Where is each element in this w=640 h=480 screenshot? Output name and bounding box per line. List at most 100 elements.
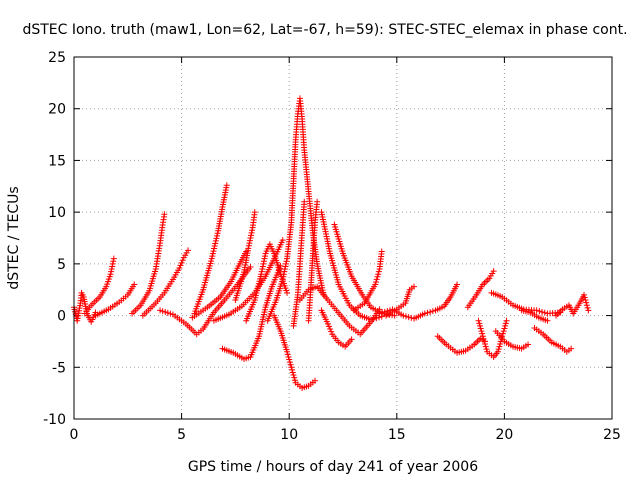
data-point: [376, 310, 383, 317]
data-point: [288, 364, 295, 371]
data-point: [290, 372, 297, 379]
data-point: [285, 353, 292, 360]
data-point: [281, 268, 288, 275]
data-point: [279, 237, 286, 244]
data-point: [480, 335, 487, 342]
y-tick-label: 0: [57, 309, 66, 325]
chart-title: dSTEC Iono. truth (maw1, Lon=62, Lat=-67…: [22, 22, 627, 38]
data-point: [291, 377, 298, 384]
x-axis-label: GPS time / hours of day 241 of year 2006: [188, 459, 478, 475]
data-point: [179, 257, 186, 264]
data-series: [264, 95, 327, 324]
y-tick-label: 20: [48, 102, 66, 118]
data-point: [109, 260, 116, 267]
data-point: [223, 182, 230, 189]
data-point: [379, 309, 386, 316]
data-point: [131, 281, 138, 288]
data-point: [110, 255, 117, 262]
data-points: [71, 95, 592, 391]
data-point: [494, 348, 501, 355]
data-point: [375, 268, 382, 275]
data-point: [502, 320, 509, 327]
data-point: [284, 351, 291, 358]
data-series: [157, 263, 254, 338]
data-point: [281, 266, 288, 273]
data-series: [290, 198, 308, 329]
data-point: [583, 302, 590, 309]
data-point: [261, 255, 268, 262]
data-point: [400, 312, 407, 319]
data-point: [585, 307, 592, 314]
x-tick-label: 15: [388, 427, 406, 443]
data-point: [312, 377, 319, 384]
data-point: [503, 317, 510, 324]
grid: [74, 57, 612, 419]
data-point: [283, 258, 290, 265]
y-tick-label: -5: [52, 360, 66, 376]
data-point: [108, 266, 115, 273]
data-point: [289, 369, 296, 376]
data-point: [479, 333, 486, 340]
data-point: [326, 323, 333, 330]
data-point: [367, 316, 374, 323]
data-point: [247, 263, 254, 270]
data-point: [421, 310, 428, 317]
data-point: [213, 235, 220, 242]
data-point: [583, 299, 590, 306]
data-point: [214, 232, 221, 239]
y-tick-label: 25: [48, 50, 66, 66]
data-point: [582, 297, 589, 304]
data-point: [378, 248, 385, 255]
data-point: [209, 253, 216, 260]
data-point: [584, 304, 591, 311]
data-point: [258, 268, 265, 275]
data-point: [502, 322, 509, 329]
data-point: [176, 264, 183, 271]
data-point: [483, 346, 490, 353]
y-tick-label: 5: [57, 257, 66, 273]
data-point: [477, 322, 484, 329]
data-point: [211, 242, 218, 249]
data-point: [499, 330, 506, 337]
data-point: [246, 237, 253, 244]
data-point: [348, 336, 355, 343]
data-series: [71, 289, 99, 325]
data-point: [372, 281, 379, 288]
plot-frame: [73, 56, 613, 420]
y-tick-label: -10: [43, 412, 66, 428]
data-point: [282, 260, 289, 267]
data-point: [109, 263, 116, 270]
data-series: [232, 209, 258, 304]
data-point: [212, 240, 219, 247]
data-point: [164, 309, 171, 316]
data-point: [424, 309, 431, 316]
data-point: [479, 330, 486, 337]
data-point: [246, 240, 253, 247]
data-series: [350, 248, 385, 314]
data-series: [383, 283, 418, 319]
data-point: [284, 348, 291, 355]
data-point: [301, 198, 308, 205]
data-point: [373, 276, 380, 283]
data-series: [189, 248, 250, 321]
data-point: [259, 266, 266, 273]
x-tick-label: 20: [495, 427, 513, 443]
data-point: [495, 346, 502, 353]
data-point: [544, 317, 551, 324]
data-point: [279, 276, 286, 283]
data-point: [214, 230, 221, 237]
x-tick-label: 25: [603, 427, 621, 443]
data-point: [208, 255, 215, 262]
data-point: [375, 271, 382, 278]
data-series: [81, 255, 117, 317]
data-point: [260, 260, 267, 267]
data-point: [429, 308, 436, 315]
data-series: [92, 281, 138, 319]
y-tick-label: 10: [48, 205, 66, 221]
data-point: [539, 308, 546, 315]
data-point: [536, 308, 543, 315]
data-series: [191, 182, 230, 317]
data-point: [289, 366, 296, 373]
data-point: [525, 341, 532, 348]
data-point: [324, 320, 331, 327]
